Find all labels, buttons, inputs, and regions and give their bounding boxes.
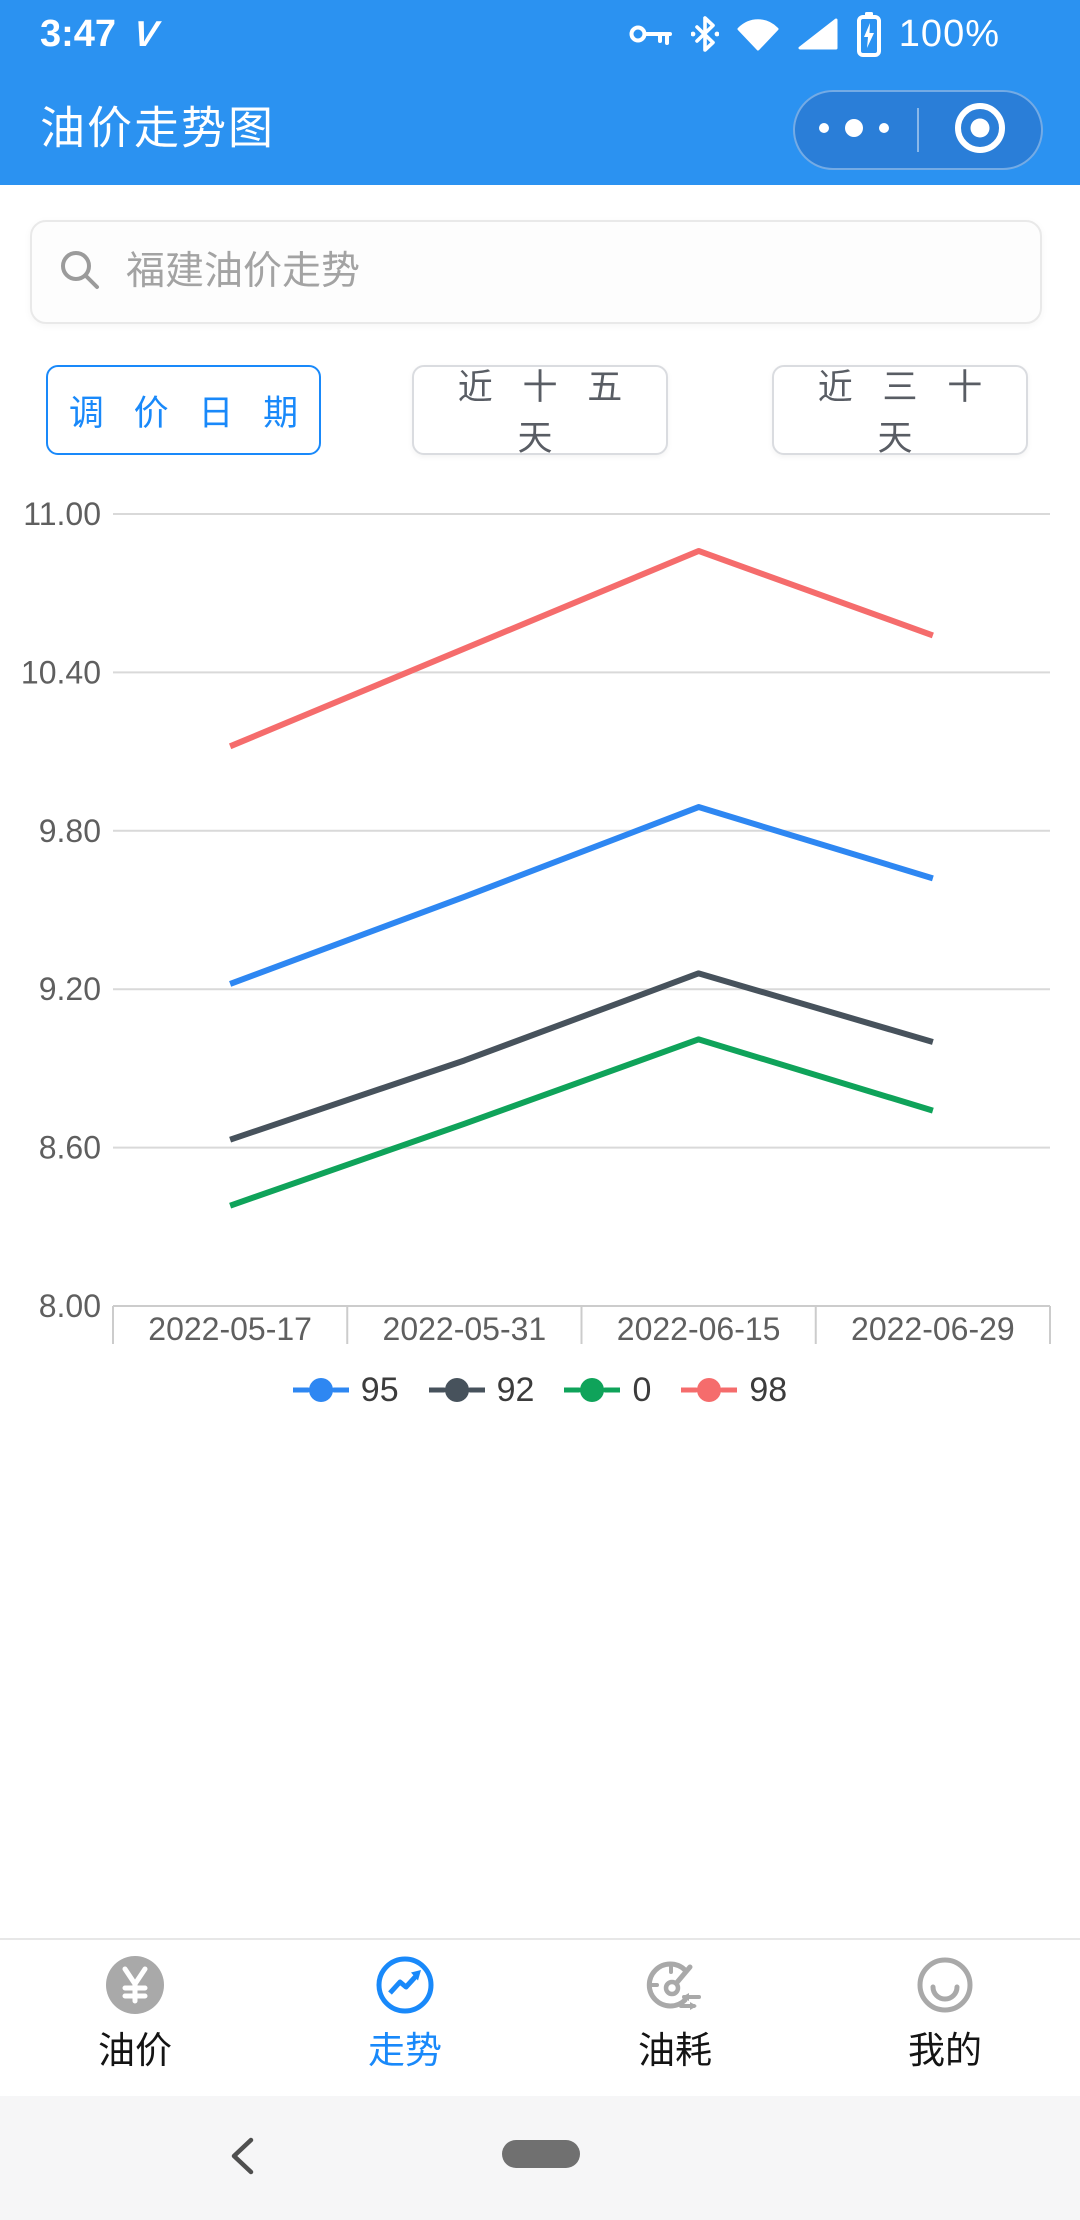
more-button[interactable] [795, 92, 917, 168]
back-chevron-icon[interactable] [228, 2136, 256, 2181]
search-box[interactable] [30, 220, 1042, 324]
legend-label: 98 [749, 1370, 788, 1409]
profile-smiley-icon [914, 1954, 976, 2018]
series-line-95 [229, 804, 934, 987]
miniprogram-capsule [793, 90, 1043, 170]
more-dots-icon [808, 88, 904, 173]
search-input[interactable] [124, 249, 1016, 295]
nav-row: 油价走势图 [0, 62, 1080, 185]
status-time: 3:47 [40, 12, 117, 55]
page-title: 油价走势图 [40, 102, 276, 153]
volte-v-icon: V [131, 13, 161, 54]
legend-item-95[interactable]: 95 [292, 1370, 399, 1410]
filter-button-last-30-days[interactable]: 近 三 十 天 [772, 365, 1028, 458]
y-axis-label: 11.00 [23, 496, 101, 532]
series-line-98 [228, 547, 934, 750]
y-axis-label: 8.00 [39, 1288, 101, 1324]
trend-icon [374, 1954, 436, 2018]
legend-label: 95 [360, 1370, 399, 1409]
home-circle-icon [940, 88, 1020, 173]
series-line-92 [229, 970, 934, 1143]
wifi-icon [735, 16, 781, 52]
y-axis-label: 8.60 [39, 1130, 101, 1166]
y-axis-label: 10.40 [21, 654, 101, 690]
legend-marker [564, 1378, 621, 1402]
tab-oil-price[interactable]: 油价 [0, 1940, 270, 2096]
home-pill[interactable] [502, 2140, 580, 2168]
search-icon [56, 246, 104, 299]
tab-fuel-consumption[interactable]: 油耗 [540, 1940, 810, 2096]
legend-item-98[interactable]: 98 [681, 1371, 787, 1410]
system-nav-bar [0, 2096, 1080, 2220]
legend-item-92[interactable]: 92 [428, 1370, 535, 1410]
capsule-divider [917, 108, 919, 152]
yen-circle-icon [104, 1954, 166, 2018]
signal-icon [797, 17, 839, 51]
tab-bar: 油价 走势 油耗 我的 [0, 1938, 1080, 2096]
tab-trend[interactable]: 走势 [270, 1940, 540, 2096]
tab-label: 我的 [908, 2030, 982, 2071]
tab-label: 油价 [98, 2030, 172, 2071]
x-axis-label: 2022-05-31 [383, 1311, 547, 1347]
chart-legend: 95 92 0 98 [0, 1364, 1080, 1416]
legend-label: 92 [496, 1370, 535, 1409]
legend-marker [292, 1378, 349, 1402]
status-bar: 3:47 V 100% [0, 0, 1080, 62]
legend-marker [681, 1378, 738, 1402]
status-right: 100% [629, 10, 1000, 58]
legend-item-0[interactable]: 0 [564, 1371, 651, 1410]
filter-button-last-15-days[interactable]: 近 十 五 天 [412, 365, 668, 458]
y-axis-label: 9.80 [39, 813, 101, 849]
app-header: 3:47 V 100% [0, 0, 1080, 185]
key-icon [629, 17, 675, 51]
x-axis-label: 2022-06-29 [851, 1311, 1015, 1347]
gauge-icon [644, 1954, 706, 2018]
legend-label: 0 [632, 1370, 652, 1409]
home-button[interactable] [919, 92, 1041, 168]
tab-label: 油耗 [638, 2030, 712, 2071]
series-line-0 [229, 1036, 934, 1209]
filter-button-price-date[interactable]: 调 价 日 期 [46, 365, 321, 455]
status-left: 3:47 V [40, 12, 161, 56]
x-axis-label: 2022-06-15 [617, 1311, 781, 1347]
tab-label: 走势 [368, 2030, 442, 2071]
y-axis-label: 9.20 [39, 971, 101, 1007]
trend-line-chart: 11.00 10.40 9.80 9.20 8.60 8.00 2022-05-17 2022… [21, 496, 1051, 1347]
legend-marker [428, 1378, 485, 1402]
battery-percent: 100% [898, 12, 1000, 55]
x-axis-label: 2022-05-17 [148, 1311, 312, 1347]
tab-mine[interactable]: 我的 [810, 1940, 1080, 2096]
bluetooth-icon [690, 15, 719, 53]
battery-charging-icon [855, 10, 883, 58]
